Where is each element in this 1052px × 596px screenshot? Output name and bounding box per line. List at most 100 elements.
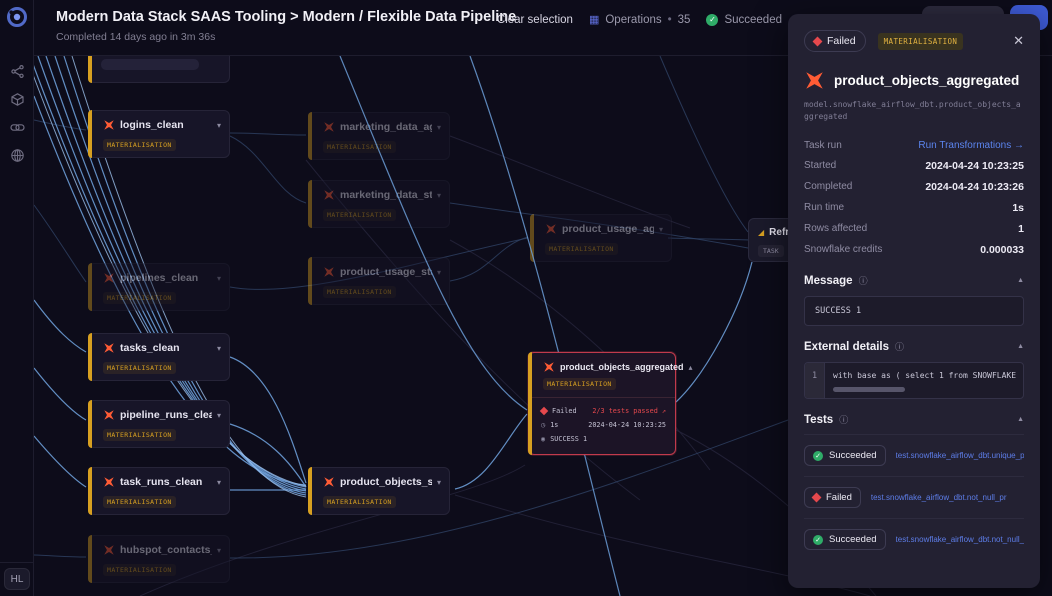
info-icon[interactable]: ⓘ	[839, 415, 849, 425]
run-summary: Completed 14 days ago in 3m 36s	[56, 31, 216, 43]
meta-row-task-run: Task run Run Transformations →	[804, 139, 1024, 151]
success-check-icon: ✓	[813, 534, 823, 545]
user-avatar[interactable]: HL	[4, 568, 30, 590]
chevron-down-icon[interactable]: ▾	[436, 190, 441, 200]
info-icon[interactable]: ⓘ	[895, 342, 905, 352]
node-pipelines-clean[interactable]: pipelines_clean ▾ MATERIALISATION	[88, 263, 230, 311]
tests-section: Tests ⓘ ▲ ✓ Succeeded test.snowflake_air…	[804, 413, 1024, 560]
close-icon[interactable]: ✕	[1013, 33, 1024, 48]
node-task-runs-clean[interactable]: task_runs_clean ▾ MATERIALISATION	[88, 467, 230, 515]
chevron-down-icon[interactable]: ▾	[216, 343, 221, 353]
node-marketing-data-aggregated[interactable]: marketing_data_aggregated ▾ MATERIALISATIO…	[308, 112, 450, 160]
chevron-down-icon[interactable]: ▾	[216, 545, 221, 555]
tests-passed-link[interactable]: 2/3 tests passed ↗	[592, 407, 666, 415]
dbt-icon	[324, 267, 334, 277]
failed-diamond-icon	[811, 492, 822, 503]
info-icon[interactable]: ⓘ	[858, 276, 868, 286]
meta-row-rows-affected: Rows affected 1	[804, 222, 1024, 235]
chevron-down-icon[interactable]: ▾	[436, 267, 441, 277]
chevron-down-icon[interactable]: ▾	[216, 273, 221, 283]
cube-icon[interactable]	[10, 92, 25, 107]
node-status-row: Failed 2/3 tests passed ↗	[539, 404, 666, 418]
node-product-objects-staging[interactable]: product_objects_staging ▾ MATERIALISATION	[308, 467, 450, 515]
globe-icon[interactable]	[10, 148, 25, 163]
chevron-down-icon[interactable]: ▾	[436, 122, 441, 132]
message-dot-icon: ◉	[541, 435, 546, 443]
test-status-badge: ✓ Succeeded	[804, 529, 886, 550]
node-pipeline-runs-clean[interactable]: pipeline_runs_clean ▾ MATERIALISATION	[88, 400, 230, 448]
dbt-icon	[324, 190, 334, 200]
node-title: product_objects_aggregated	[560, 362, 684, 372]
operations-counter: ▦ Operations • 35	[588, 13, 691, 27]
meta-row-started: Started 2024-04-24 10:23:25	[804, 159, 1024, 172]
model-path: model.snowflake_airflow_dbt.product_obje…	[804, 100, 1021, 121]
node-partial-top[interactable]	[88, 56, 230, 83]
node-title: pipeline_runs_clean	[120, 409, 212, 421]
dbt-icon	[544, 362, 554, 372]
operations-grid-icon: ▦	[588, 14, 600, 26]
task-warning-icon: ◢	[758, 228, 765, 237]
chevron-up-icon[interactable]: ▴	[688, 362, 693, 372]
materialisation-badge: MATERIALISATION	[323, 286, 396, 298]
dbt-icon	[104, 120, 114, 130]
chevron-down-icon[interactable]: ▾	[436, 477, 441, 487]
node-logins-clean[interactable]: logins_clean ▾ MATERIALISATION	[88, 110, 230, 158]
node-title: product_usage_aggregated	[562, 223, 654, 235]
link-icon[interactable]	[9, 120, 25, 135]
dbt-icon	[104, 343, 114, 353]
node-hubspot-contacts-clean[interactable]: hubspot_contacts_clean ▾ MATERIALISATION	[88, 535, 230, 583]
collapse-icon[interactable]: ▲	[1017, 343, 1024, 350]
dbt-icon	[104, 545, 114, 555]
chevron-down-icon[interactable]: ▾	[216, 410, 221, 420]
meta-rows: Task run Run Transformations → Started 20…	[804, 135, 1024, 260]
materialisation-badge: MATERIALISATION	[545, 243, 618, 255]
breadcrumb: Modern Data Stack SAAS Tooling > Modern …	[56, 9, 517, 25]
dbt-icon	[104, 273, 114, 283]
collapse-icon[interactable]: ▲	[1017, 416, 1024, 423]
materialisation-badge: MATERIALISATION	[323, 141, 396, 153]
materialisation-badge: MATERIALISATION	[103, 139, 176, 151]
node-product-usage-aggregated[interactable]: product_usage_aggregated ▾ MATERIALISATION	[530, 214, 672, 262]
test-row: Failed test.snowflake_airflow_dbt.not_nu…	[804, 477, 1024, 519]
meta-row-completed: Completed 2024-04-24 10:23:26	[804, 180, 1024, 193]
test-link[interactable]: test.snowflake_airflow_dbt.not_null_pr	[895, 535, 1024, 544]
sql-code-line: with base as ( select 1 from SNOWFLAKE	[833, 371, 1017, 380]
node-tasks-clean[interactable]: tasks_clean ▾ MATERIALISATION	[88, 333, 230, 381]
failed-diamond-icon	[539, 406, 549, 416]
dbt-icon	[324, 122, 334, 132]
app-logo[interactable]	[6, 6, 28, 28]
pipeline-graph-icon[interactable]	[10, 64, 25, 79]
node-title: product_objects_staging	[340, 476, 432, 488]
dbt-icon	[104, 477, 114, 487]
materialisation-badge: MATERIALISATION	[323, 209, 396, 221]
chevron-down-icon[interactable]: ▾	[216, 120, 221, 130]
test-link[interactable]: test.snowflake_airflow_dbt.not_null_pr	[870, 493, 1007, 502]
materialisation-badge: MATERIALISATION	[103, 496, 176, 508]
dbt-icon	[546, 224, 556, 234]
collapse-icon[interactable]: ▲	[1017, 277, 1024, 284]
node-product-usage-staging[interactable]: product_usage_staging ▾ MATERIALISATION	[308, 257, 450, 305]
run-transformations-link[interactable]: Run Transformations →	[918, 139, 1024, 151]
chevron-down-icon[interactable]: ▾	[658, 224, 663, 234]
materialisation-badge: MATERIALISATION	[103, 292, 176, 304]
failed-diamond-icon	[812, 36, 823, 46]
node-marketing-data-staging[interactable]: marketing_data_staging ▾ MATERIALISATION	[308, 180, 450, 228]
materialisation-badge: MATERIALISATION	[103, 564, 176, 576]
dbt-icon	[104, 410, 114, 420]
test-link[interactable]: test.snowflake_airflow_dbt.unique_pro	[895, 451, 1024, 460]
horizontal-scrollbar[interactable]	[833, 387, 905, 392]
test-status-badge: ✓ Succeeded	[804, 445, 886, 466]
dbt-icon	[806, 72, 823, 89]
test-row: ✓ Succeeded test.snowflake_airflow_dbt.n…	[804, 519, 1024, 560]
node-title: tasks_clean	[120, 342, 180, 354]
message-section: Message ⓘ ▲ SUCCESS 1	[804, 274, 1024, 326]
node-product-objects-aggregated-selected[interactable]: product_objects_aggregated ▴ MATERIALISA…	[528, 352, 693, 455]
chevron-down-icon[interactable]: ▾	[216, 477, 221, 487]
clear-selection-button[interactable]: Clear selection	[496, 13, 573, 26]
test-row: ✓ Succeeded test.snowflake_airflow_dbt.u…	[804, 435, 1024, 477]
node-title: pipelines_clean	[120, 272, 199, 284]
node-title: marketing_data_aggregated	[340, 121, 432, 133]
sql-code-block: 1 with base as ( select 1 from SNOWFLAKE	[804, 362, 1024, 399]
header: Modern Data Stack SAAS Tooling > Modern …	[34, 0, 1052, 56]
